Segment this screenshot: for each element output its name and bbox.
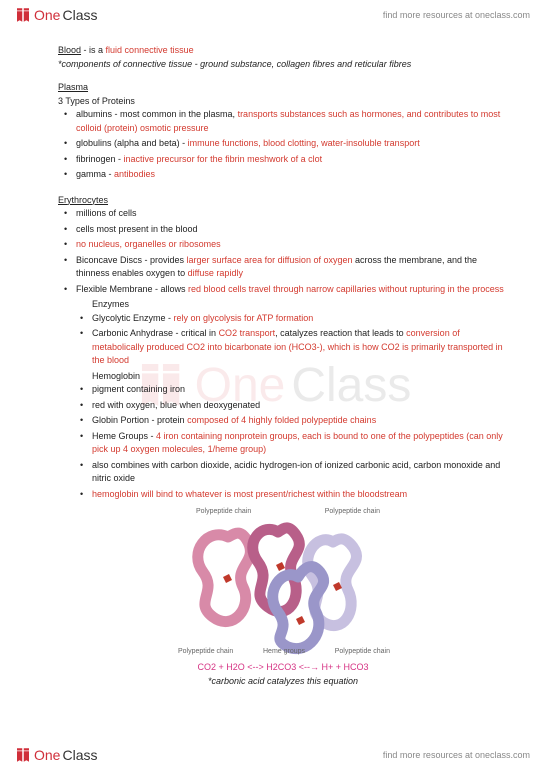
hemo-head: Hemoglobin — [58, 370, 508, 384]
list-item: millions of cells — [76, 207, 508, 221]
logo-header: OneClass — [14, 6, 97, 24]
list-item: gamma - antibodies — [76, 168, 508, 182]
plasma-line: 3 Types of Proteins — [58, 95, 508, 109]
logo-text-one: One — [34, 7, 60, 23]
list-item: Glycolytic Enzyme - rely on glycolysis f… — [92, 312, 508, 326]
item-lead: Biconcave Discs - provides — [76, 255, 187, 265]
item-red: inactive precursor for the fibrin meshwo… — [124, 154, 323, 164]
ery-list: millions of cells cells most present in … — [58, 207, 508, 296]
fig-label-tr: Polypeptide chain — [325, 507, 380, 518]
title-sep: - is a — [81, 45, 106, 55]
item-red: composed of 4 highly folded polypeptide … — [187, 415, 376, 425]
header-bar: OneClass find more resources at oneclass… — [0, 0, 544, 30]
logo-text-one: One — [34, 747, 60, 763]
list-item: globulins (alpha and beta) - immune func… — [76, 137, 508, 151]
hemo-list: pigment containing iron red with oxygen,… — [58, 383, 508, 501]
item-red2: diffuse rapidly — [188, 268, 243, 278]
item-lead: pigment containing iron — [92, 384, 185, 394]
list-item: Biconcave Discs - provides larger surfac… — [76, 254, 508, 281]
item-red: red blood cells travel through narrow ca… — [188, 284, 504, 294]
plasma-list: albumins - most common in the plasma, tr… — [58, 108, 508, 182]
hemoglobin-figure: Polypeptide chain Polypeptide chain Poly… — [168, 507, 398, 657]
item-lead: Flexible Membrane - allows — [76, 284, 188, 294]
title-desc: fluid connective tissue — [106, 45, 194, 55]
item-lead: albumins - most common in the plasma, — [76, 109, 238, 119]
item-red: CO2 transport — [219, 328, 276, 338]
footer-promo: find more resources at oneclass.com — [383, 750, 530, 760]
list-item: also combines with carbon dioxide, acidi… — [92, 459, 508, 486]
book-icon — [14, 6, 32, 24]
item-lead: cells most present in the blood — [76, 224, 198, 234]
equation: CO2 + H2O <--> H2CO3 <--→ H+ + HCO3 — [58, 661, 508, 675]
subtitle: *components of connective tissue - groun… — [58, 58, 508, 72]
item-lead: also combines with carbon dioxide, acidi… — [92, 460, 500, 484]
plasma-heading: Plasma — [58, 81, 508, 95]
item-red: antibodies — [114, 169, 155, 179]
footer-bar: OneClass find more resources at oneclass… — [0, 740, 544, 770]
item-red: no nucleus, organelles or ribosomes — [76, 239, 221, 249]
enzymes-head: Enzymes — [58, 298, 508, 312]
list-item: Globin Portion - protein composed of 4 h… — [92, 414, 508, 428]
list-item: cells most present in the blood — [76, 223, 508, 237]
header-promo: find more resources at oneclass.com — [383, 10, 530, 20]
page-content: Blood - is a fluid connective tissue *co… — [58, 44, 508, 730]
list-item: albumins - most common in the plasma, tr… — [76, 108, 508, 135]
list-item: hemoglobin will bind to whatever is most… — [92, 488, 508, 502]
item-lead: red with oxygen, blue when deoxygenated — [92, 400, 260, 410]
item-red: immune functions, blood clotting, water-… — [188, 138, 420, 148]
equation-note: *carbonic acid catalyzes this equation — [58, 675, 508, 689]
item-lead: globulins (alpha and beta) - — [76, 138, 188, 148]
enzymes-list: Glycolytic Enzyme - rely on glycolysis f… — [58, 312, 508, 368]
item-lead: gamma - — [76, 169, 114, 179]
title-label: Blood — [58, 45, 81, 55]
fig-label-bl: Polypeptide chain — [178, 647, 233, 658]
fig-label-br: Polypeptide chain — [335, 647, 390, 658]
logo-text-class: Class — [62, 747, 97, 763]
item-lead: Heme Groups - — [92, 431, 156, 441]
list-item: Flexible Membrane - allows red blood cel… — [76, 283, 508, 297]
fig-label-bm: Heme groups — [263, 647, 305, 658]
item-red: rely on glycolysis for ATP formation — [174, 313, 314, 323]
title-line: Blood - is a fluid connective tissue — [58, 44, 508, 58]
book-icon — [14, 746, 32, 764]
list-item: Heme Groups - 4 iron containing nonprote… — [92, 430, 508, 457]
item-lead: Carbonic Anhydrase - critical in — [92, 328, 219, 338]
item-lead: Glycolytic Enzyme - — [92, 313, 174, 323]
list-item: fibrinogen - inactive precursor for the … — [76, 153, 508, 167]
item-red: larger surface area for diffusion of oxy… — [187, 255, 353, 265]
fig-label-tl: Polypeptide chain — [196, 507, 251, 518]
item-red: hemoglobin will bind to whatever is most… — [92, 489, 407, 499]
hemoglobin-svg — [168, 507, 398, 657]
logo-footer: OneClass — [14, 746, 97, 764]
item-lead: fibrinogen - — [76, 154, 124, 164]
list-item: red with oxygen, blue when deoxygenated — [92, 399, 508, 413]
list-item: pigment containing iron — [92, 383, 508, 397]
item-tail: , catalyzes reaction that leads to — [275, 328, 406, 338]
list-item: no nucleus, organelles or ribosomes — [76, 238, 508, 252]
logo-text-class: Class — [62, 7, 97, 23]
list-item: Carbonic Anhydrase - critical in CO2 tra… — [92, 327, 508, 368]
item-lead: millions of cells — [76, 208, 137, 218]
ery-heading: Erythrocytes — [58, 194, 508, 208]
item-lead: Globin Portion - protein — [92, 415, 187, 425]
